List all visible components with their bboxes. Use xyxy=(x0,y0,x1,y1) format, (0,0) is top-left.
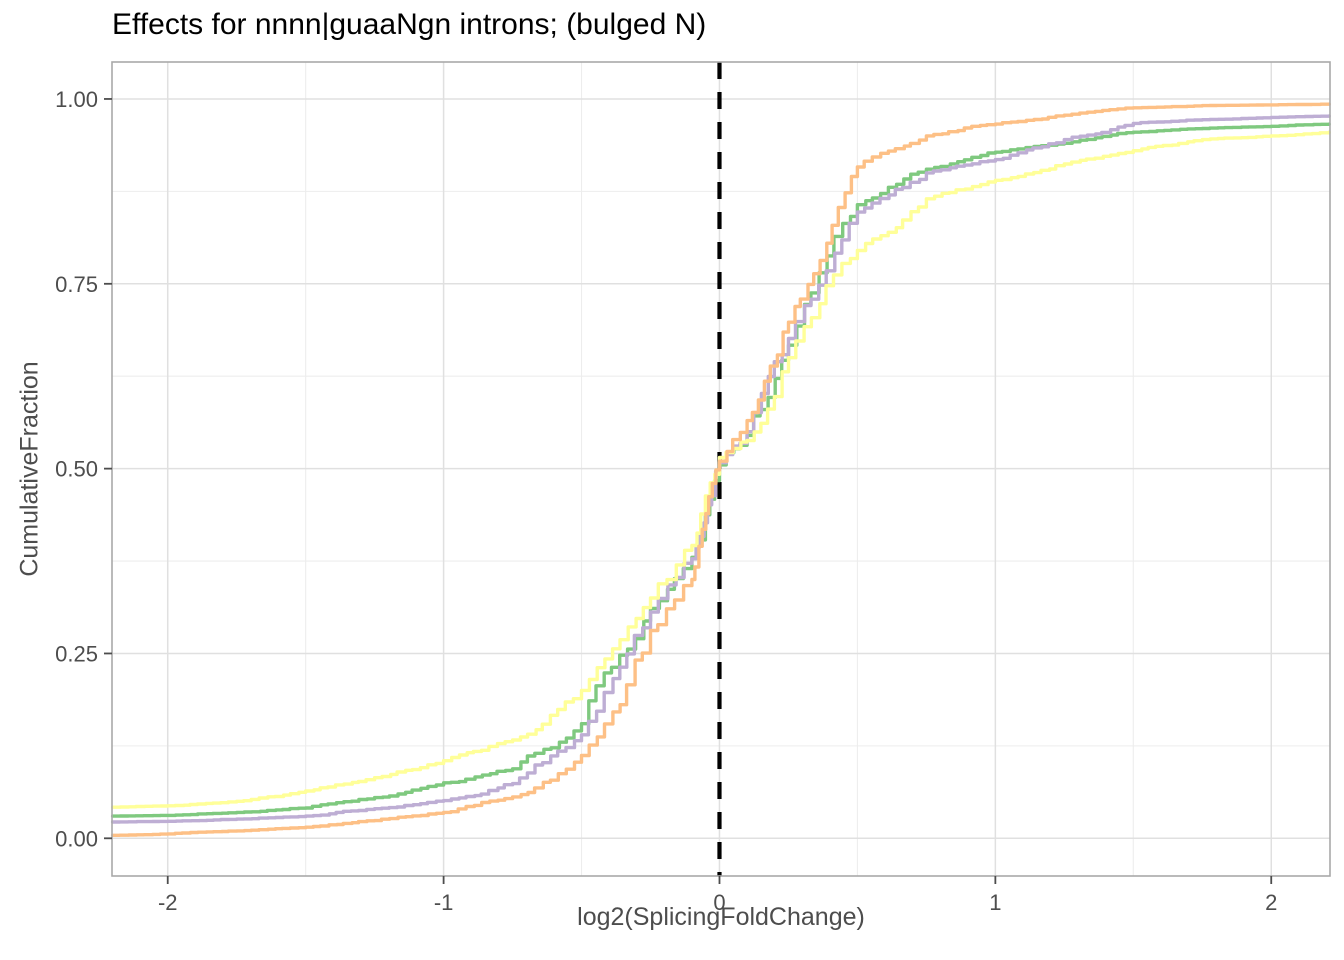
x-axis-title: log2(SplicingFoldChange) xyxy=(577,903,865,931)
y-tick-label: 0.00 xyxy=(55,826,98,851)
chart-title: Effects for nnnn|guaaNgn introns; (bulge… xyxy=(112,8,707,41)
orange-curve xyxy=(110,102,1331,837)
x-tick-label: 1 xyxy=(989,890,1001,915)
x-tick-label: 0 xyxy=(713,890,725,915)
x-tick-label: 2 xyxy=(1265,890,1277,915)
y-tick-label: 0.75 xyxy=(55,272,98,297)
y-tick-label: 1.00 xyxy=(55,87,98,112)
y-tick-label: 0.25 xyxy=(55,641,98,666)
yellow-curve xyxy=(110,130,1331,809)
x-tick-label: -1 xyxy=(434,890,454,915)
x-tick-label: -2 xyxy=(158,890,178,915)
y-tick-label: 0.50 xyxy=(55,457,98,482)
